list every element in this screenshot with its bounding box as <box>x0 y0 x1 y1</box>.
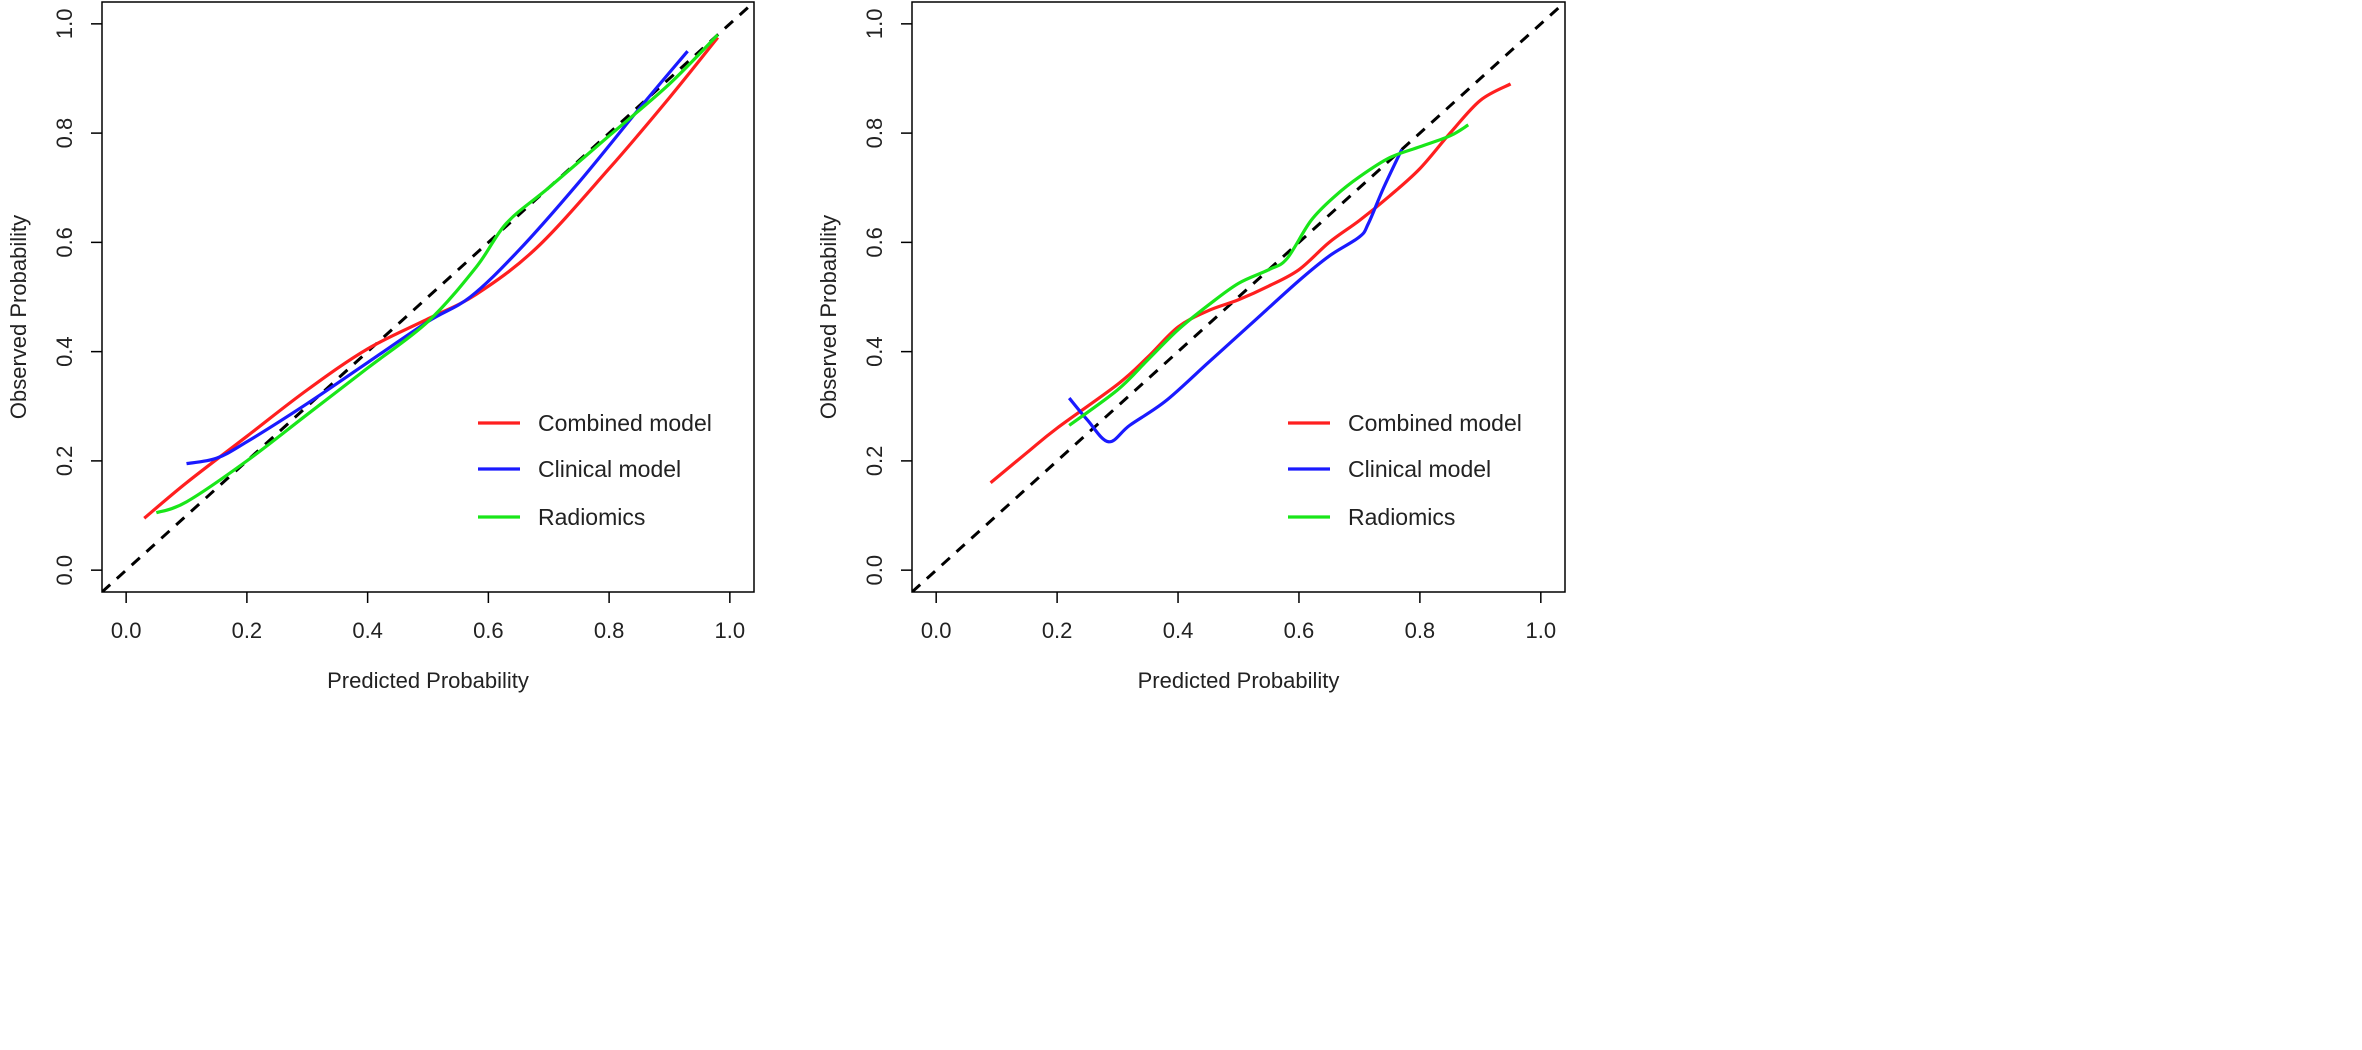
y-tick-label: 0.2 <box>52 446 77 477</box>
legend-label-clinical-model: Clinical model <box>538 456 681 482</box>
x-tick-label: 0.6 <box>473 618 504 643</box>
series-line-radiomics <box>155 33 719 515</box>
y-tick-label: 0.8 <box>52 118 77 149</box>
x-tick-label: 0.0 <box>111 618 142 643</box>
x-tick-label: 0.2 <box>1042 618 1073 643</box>
plot-area <box>102 2 754 592</box>
y-tick-label: 0.4 <box>862 336 887 367</box>
x-tick-label: 0.8 <box>594 618 625 643</box>
x-tick-label: 0.6 <box>1284 618 1315 643</box>
y-axis-label: Observed Probability <box>6 215 31 419</box>
y-tick-label: 0.6 <box>862 227 887 258</box>
x-tick-label: 0.0 <box>921 618 952 643</box>
plot-area <box>912 2 1565 592</box>
y-tick-label: 0.2 <box>862 446 887 477</box>
y-axis-label: Observed Probability <box>816 215 841 419</box>
x-tick-label: 0.4 <box>352 618 383 643</box>
y-tick-label: 0.8 <box>862 118 887 149</box>
ideal-reference-line <box>102 2 754 592</box>
legend-label-combined-model: Combined model <box>538 410 712 436</box>
x-tick-label: 0.8 <box>1405 618 1436 643</box>
series-line-combined-model <box>143 36 720 520</box>
ideal-reference-line <box>912 2 1565 592</box>
y-tick-label: 0.0 <box>52 555 77 586</box>
series-line-combined-model <box>989 82 1512 484</box>
plot-frame <box>911 1 1566 593</box>
y-tick-label: 0.0 <box>862 555 887 586</box>
legend-label-clinical-model: Clinical model <box>1348 456 1491 482</box>
legend-label-radiomics: Radiomics <box>538 504 645 530</box>
x-axis-label: Predicted Probability <box>327 668 529 693</box>
y-tick-label: 1.0 <box>862 9 887 40</box>
x-tick-label: 1.0 <box>1526 618 1557 643</box>
legend-label-radiomics: Radiomics <box>1348 504 1455 530</box>
x-tick-label: 0.2 <box>232 618 263 643</box>
x-tick-label: 0.4 <box>1163 618 1194 643</box>
x-axis-label: Predicted Probability <box>1138 668 1340 693</box>
legend-label-combined-model: Combined model <box>1348 410 1522 436</box>
y-tick-label: 1.0 <box>52 9 77 40</box>
x-tick-label: 1.0 <box>715 618 746 643</box>
chart-panel-1: 0.0 0.2 0.4 0.6 0.8 1.0 0.0 0.2 0.4 0.6 0.8 1.0 Pred… <box>6 1 755 693</box>
series-line-radiomics <box>1068 123 1470 427</box>
series-line-clinical-model <box>186 50 689 466</box>
series-line-clinical-model <box>1067 148 1404 444</box>
chart-panel-2: 0.0 0.2 0.4 0.6 0.8 1.0 0.0 0.2 0.4 0.6 0.8 1.0 Pred… <box>816 1 1566 693</box>
y-tick-label: 0.4 <box>52 336 77 367</box>
y-tick-label: 0.6 <box>52 227 77 258</box>
plot-frame <box>101 1 755 593</box>
